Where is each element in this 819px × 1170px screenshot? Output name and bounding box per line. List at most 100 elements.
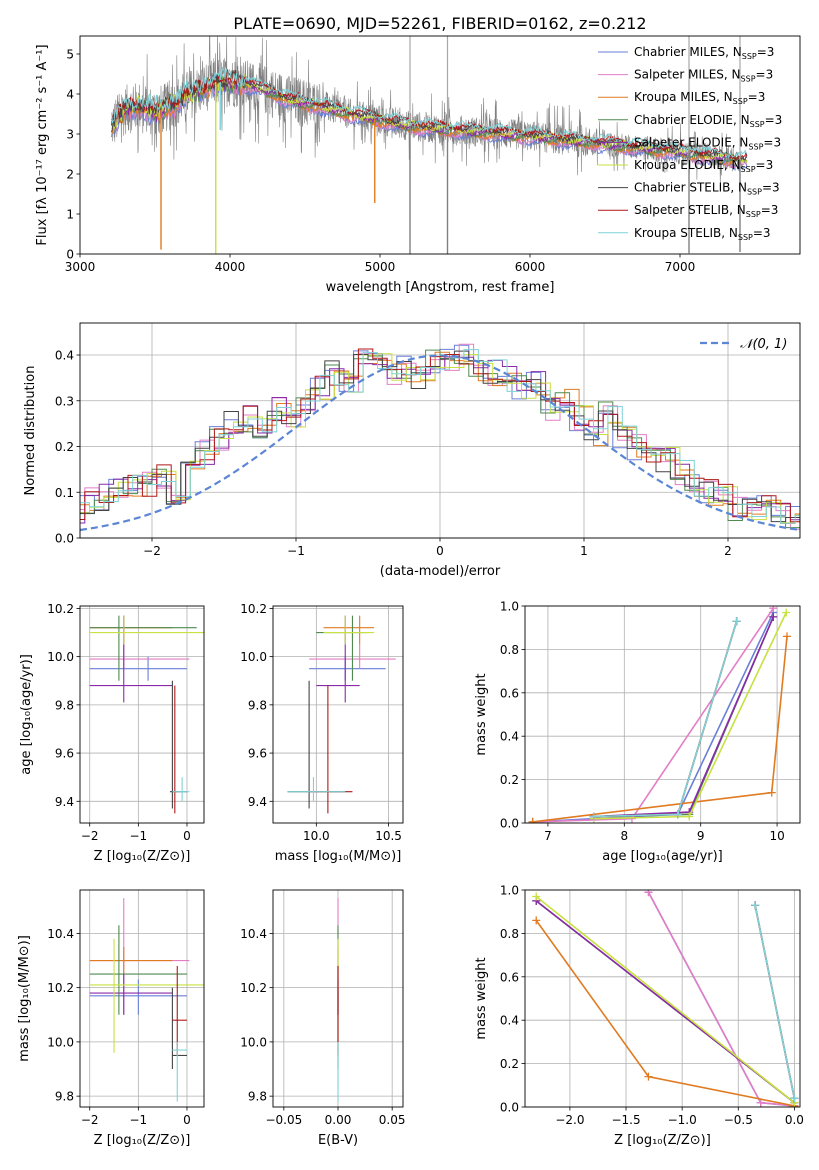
weight-marker [685, 812, 694, 821]
legend-label-tail: =3 [763, 135, 781, 149]
legend-label-sub: SSP [746, 210, 761, 219]
y-tick-label: 9.4 [55, 795, 74, 809]
y-tick-label: 0.6 [500, 686, 519, 700]
x-axis-label: Z [log₁₀(Z/Z⊙)] [94, 849, 191, 864]
y-tick-label: 10.2 [240, 602, 267, 616]
weight-marker [644, 890, 653, 897]
legend-label: Salpeter ELODIE, NSSP=3 [634, 135, 781, 151]
legend-label-sub: SSP [748, 142, 763, 151]
x-tick-label: 0 [436, 544, 444, 558]
x-axis-label: age [log₁₀(age/yr)] [602, 849, 723, 864]
data-point [89, 615, 204, 645]
x-axis-label: E(B-V) [318, 1133, 358, 1148]
weight-marker [751, 901, 760, 910]
weight-marker [644, 1072, 653, 1081]
x-tick-label: 0.05 [379, 1113, 406, 1127]
x-axis-label: Z [log₁₀(Z/Z⊙)] [614, 1133, 711, 1148]
plot-area-age_vs_mass [287, 615, 396, 814]
x-tick-label: −1 [130, 829, 148, 843]
y-tick-label: 10.4 [47, 927, 74, 941]
legend-label-tail: =3 [756, 158, 774, 172]
x-tick-label: 10.0 [303, 829, 330, 843]
spectrum-model-line [111, 69, 748, 160]
y-tick-label: 0.0 [500, 1101, 519, 1115]
y-tick-label: 0.3 [55, 394, 74, 408]
y-tick-label: 0.0 [55, 532, 74, 546]
y-tick-label: 9.8 [248, 1090, 267, 1104]
axes-age_vs_Z: −2 −1 0 9.4 9.6 9.8 10.0 10.2 Z [log₁₀(Z/Z⊙)] age… [19, 602, 205, 864]
y-tick-label: 5 [66, 48, 74, 62]
y-tick-label: 4 [66, 88, 74, 102]
data-point [89, 615, 197, 681]
axes-age_vs_mass: 10.0 10.5 9.4 9.6 9.8 10.0 10.2 mass [log₁₀(M/M… [240, 602, 404, 864]
y-axis-label: mass weight [474, 673, 489, 755]
legend-label: Chabrier STELIB, NSSP=3 [634, 181, 780, 197]
legend-label-sub: SSP [750, 120, 765, 129]
weight-marker [783, 632, 792, 641]
y-axis-label: mass [log₁₀(M/M⊙)] [17, 935, 32, 1062]
axes-frame [79, 35, 801, 255]
x-tick-label: 7 [544, 829, 552, 843]
weight-marker [732, 617, 741, 626]
figure-title: PLATE=0690, MJD=52261, FIBERID=0162, z=0… [233, 14, 646, 33]
x-tick-label: −2.0 [555, 1113, 584, 1127]
data-point [287, 777, 346, 802]
x-tick-label: −2 [81, 1113, 99, 1127]
y-tick-label: 9.8 [55, 698, 74, 712]
data-point [89, 656, 187, 681]
legend-label-sub: SSP [741, 165, 756, 174]
x-tick-label: 2 [724, 544, 732, 558]
legend-label-tail: =3 [757, 45, 775, 59]
normal-curve [80, 354, 800, 532]
legend-label: 𝒩(0, 1) [740, 337, 787, 352]
weight-marker [782, 608, 791, 617]
x-axis-label: Z [log₁₀(Z/Z⊙)] [94, 1133, 191, 1148]
y-tick-label: 1.0 [500, 884, 519, 898]
axes-spectrum: 3000 4000 5000 6000 7000 0 1 2 3 4 5 wavelength [An… [35, 35, 801, 295]
y-tick-label: 0.0 [500, 817, 519, 831]
x-tick-label: 3000 [65, 260, 96, 274]
x-tick-label: −2 [143, 544, 161, 558]
y-axis-label: age [log₁₀(age/yr)] [19, 654, 34, 775]
legend-label: Chabrier ELODIE, NSSP=3 [634, 113, 782, 129]
x-tick-label: −2 [81, 829, 99, 843]
x-tick-label: 1 [580, 544, 588, 558]
legend-label-text: Salpeter STELIB, N [634, 203, 746, 217]
x-tick-label: 0.00 [325, 1113, 352, 1127]
residual-histogram [80, 349, 800, 524]
legend-label-tail: =3 [761, 203, 779, 217]
x-tick-label: 0 [183, 829, 191, 843]
x-tick-label: 0.0 [785, 1113, 804, 1127]
legend-label-text: Chabrier ELODIE, N [634, 113, 750, 127]
x-tick-label: −0.5 [724, 1113, 753, 1127]
weight-marker [769, 612, 778, 621]
y-tick-label: 1 [66, 208, 74, 222]
data-point [89, 925, 187, 1015]
legend-label: Chabrier MILES, NSSP=3 [634, 45, 774, 61]
legend-label: Salpeter MILES, NSSP=3 [634, 68, 773, 84]
x-tick-label: −1.0 [668, 1113, 697, 1127]
weight-marker [673, 810, 682, 819]
y-tick-label: 10.2 [240, 981, 267, 995]
weight-marker [790, 1094, 799, 1103]
legend-label-text: Kroupa STELIB, N [634, 226, 738, 240]
plot-area-residuals [80, 343, 800, 533]
weight-line [754, 905, 796, 1099]
weight-marker [532, 892, 541, 901]
x-tick-label: 9 [697, 829, 705, 843]
x-tick-label: −1.5 [611, 1113, 640, 1127]
legend-label-tail: =3 [748, 90, 766, 104]
weight-marker [532, 916, 541, 925]
data-point [323, 615, 375, 645]
axes-frame [524, 889, 801, 1108]
y-tick-label: 9.8 [55, 1090, 74, 1104]
y-tick-label: 0.2 [55, 440, 74, 454]
legend-label-text: Chabrier MILES, N [634, 45, 742, 59]
y-tick-label: 9.8 [248, 698, 267, 712]
legend-label-text: Kroupa ELODIE, N [634, 158, 741, 172]
x-tick-label: 10.5 [375, 829, 402, 843]
plot-area-spectrum [111, 36, 748, 254]
